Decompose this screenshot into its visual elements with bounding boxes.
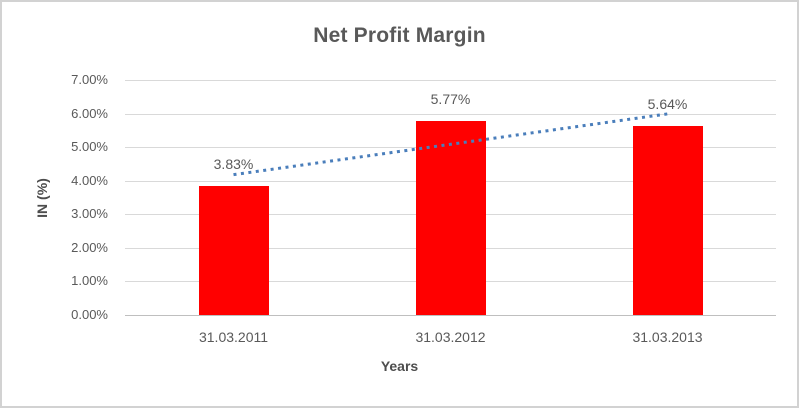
- y-tick-0: 0.00%: [71, 307, 108, 322]
- y-tick-6: 6.00%: [71, 105, 108, 121]
- y-tick-3: 3.00%: [71, 206, 108, 222]
- bar-31.03.2012: [415, 121, 486, 315]
- x-tick-31.03.2013: 31.03.2013: [632, 329, 703, 345]
- x-axis-title-text: Years: [380, 358, 419, 374]
- y-tick-7: 7.00%: [71, 72, 108, 87]
- data-label-31.03.2013: 5.64%: [647, 95, 688, 112]
- x-tick-31.03.2011: 31.03.2011: [198, 329, 269, 345]
- bar-31.03.2011: [198, 186, 269, 315]
- gridline-6: [125, 113, 776, 115]
- x-axis-line: [125, 315, 776, 316]
- x-tick-31.03.2012: 31.03.2012: [415, 329, 486, 345]
- data-label-31.03.2012: 5.77%: [430, 91, 471, 108]
- y-tick-1: 1.00%: [71, 273, 108, 289]
- data-label-31.03.2011: 3.83%: [213, 156, 254, 173]
- y-tick-4: 4.00%: [71, 172, 108, 188]
- bar-31.03.2013: [632, 125, 703, 315]
- x-axis-title: Years: [2, 358, 797, 374]
- y-tick-2: 2.00%: [71, 239, 108, 255]
- gridline-7: [125, 80, 776, 81]
- chart-title: Net Profit Margin: [313, 24, 486, 47]
- y-tick-5: 5.00%: [71, 139, 108, 155]
